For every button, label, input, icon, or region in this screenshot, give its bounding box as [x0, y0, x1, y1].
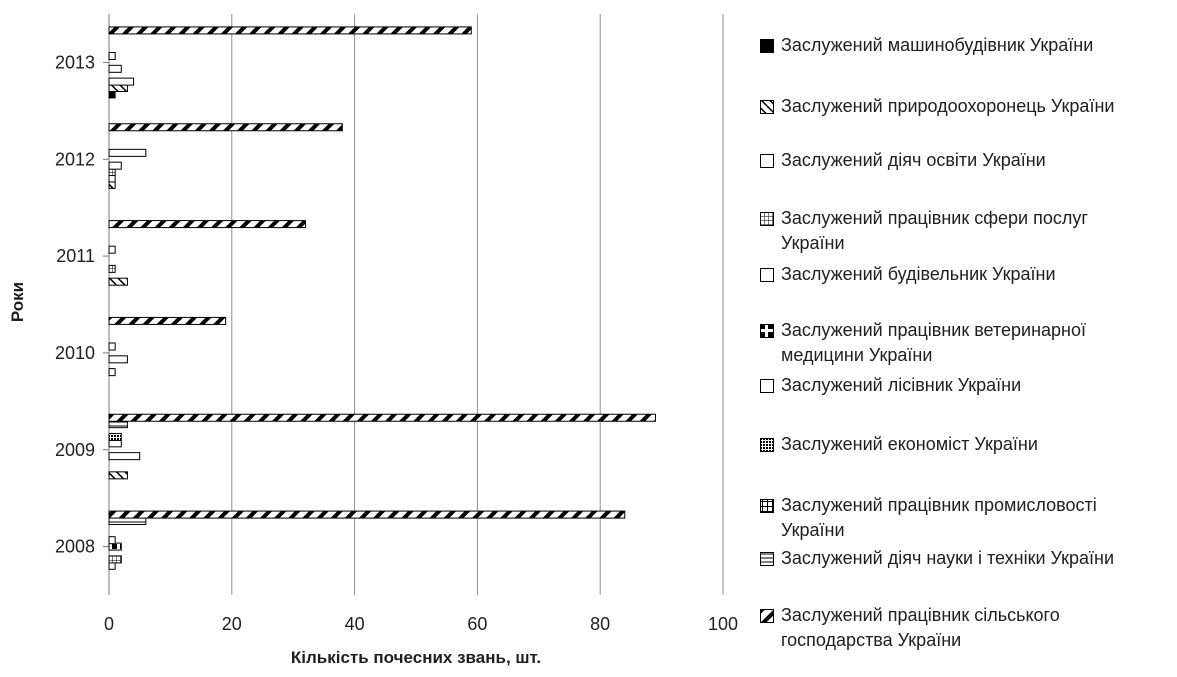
y-tick-label-2008: 2008: [55, 537, 95, 557]
legend-label: Заслужений працівник промисловості Украї…: [781, 495, 1097, 540]
legend-label: Заслужений працівник сільського господар…: [781, 605, 1060, 650]
bar-2008-series-3: [108, 555, 122, 564]
legend-item: Заслужений діяч освіти України: [760, 148, 1170, 173]
bar-2008-series-10: [108, 510, 626, 519]
legend-label: Заслужений діяч науки і техніки України: [781, 548, 1115, 568]
y-tick-label-2012: 2012: [55, 149, 95, 169]
y-tick-label-2009: 2009: [55, 440, 95, 460]
bar-2012-series-6: [108, 148, 147, 157]
x-tick-label: 80: [590, 614, 610, 634]
y-tick-label-2010: 2010: [55, 343, 95, 363]
legend-label: Заслужений працівник сфери послуг Україн…: [781, 208, 1088, 253]
legend-swatch: [760, 552, 774, 566]
legend-label: Заслужений природоохоронець України: [781, 96, 1115, 116]
bar-2011-series-6: [108, 245, 116, 254]
bar-2010-series-2: [108, 368, 116, 377]
x-tick-label: 20: [222, 614, 242, 634]
legend-swatch: [760, 379, 774, 393]
bar-2009-series-10: [108, 413, 656, 422]
axis-layer: 0 20 40 60 80 100 2008 2009 2010 2011 2012 2013: [55, 14, 738, 634]
bar-2013-series-4: [108, 64, 122, 73]
legend-swatch: [760, 268, 774, 282]
legend-label: Заслужений будівельник України: [781, 264, 1056, 284]
legend-label: Заслужений діяч освіти України: [781, 150, 1046, 170]
legend-label: Заслужений працівник ветеринарної медици…: [781, 320, 1087, 365]
legend-swatch: [760, 499, 774, 513]
legend-swatch: [760, 212, 774, 226]
legend-item: Заслужений працівник ветеринарної медици…: [760, 318, 1170, 368]
legend-swatch: [760, 609, 774, 623]
x-tick-label: 100: [708, 614, 738, 634]
x-tick-label: 0: [104, 614, 114, 634]
legend-swatch: [760, 324, 774, 338]
y-axis-title: Роки: [8, 282, 27, 322]
y-tick-label-2011: 2011: [56, 246, 95, 266]
legend-item: Заслужений будівельник України: [760, 262, 1170, 287]
grid-layer: [108, 14, 724, 595]
bar-2012-series-10: [108, 123, 343, 132]
bar-2011-series-10: [108, 220, 306, 229]
chart-legend: Заслужений машинобудівник України Заслуже…: [760, 30, 1170, 670]
legend-item: Заслужений природоохоронець України: [760, 94, 1170, 119]
x-tick-label: 40: [345, 614, 365, 634]
bar-2013-series-6: [108, 52, 116, 61]
y-tick-label-2013: 2013: [55, 52, 95, 72]
x-axis-title: Кількість почесних звань, шт.: [291, 648, 541, 667]
legend-label: Заслужений лісівник України: [781, 375, 1022, 395]
bar-2009-series-4: [108, 452, 141, 461]
bar-2008-series-6: [108, 536, 116, 545]
legend-item: Заслужений працівник сільського господар…: [760, 603, 1170, 653]
legend-label: Заслужений машинобудівник України: [781, 35, 1094, 55]
bar-2010-series-10: [108, 316, 227, 325]
legend-item: Заслужений економіст України: [760, 432, 1170, 457]
bar-2009-series-1: [108, 471, 128, 480]
legend-item: Заслужений працівник промисловості Украї…: [760, 493, 1170, 543]
bar-2011-series-1: [108, 277, 128, 286]
legend-label: Заслужений економіст України: [781, 434, 1038, 454]
bar-2009-series-7: [108, 432, 122, 441]
legend-swatch: [760, 154, 774, 168]
x-tick-label: 60: [467, 614, 487, 634]
legend-swatch: [760, 39, 774, 53]
bar-2011-series-3: [108, 264, 116, 273]
legend-item: Заслужений працівник сфери послуг Україн…: [760, 206, 1170, 256]
bar-2010-series-6: [108, 342, 116, 351]
legend-swatch: [760, 438, 774, 452]
bar-2012-series-4: [108, 161, 122, 170]
bar-2013-series-2: [108, 77, 135, 86]
bars-layer: [108, 26, 656, 570]
legend-swatch: [760, 100, 774, 114]
legend-item: Заслужений лісівник України: [760, 373, 1170, 398]
bar-2013-series-10: [108, 26, 472, 35]
bar-2010-series-4: [108, 355, 128, 364]
legend-item: Заслужений діяч науки і техніки України: [760, 546, 1170, 571]
legend-item: Заслужений машинобудівник України: [760, 33, 1170, 58]
